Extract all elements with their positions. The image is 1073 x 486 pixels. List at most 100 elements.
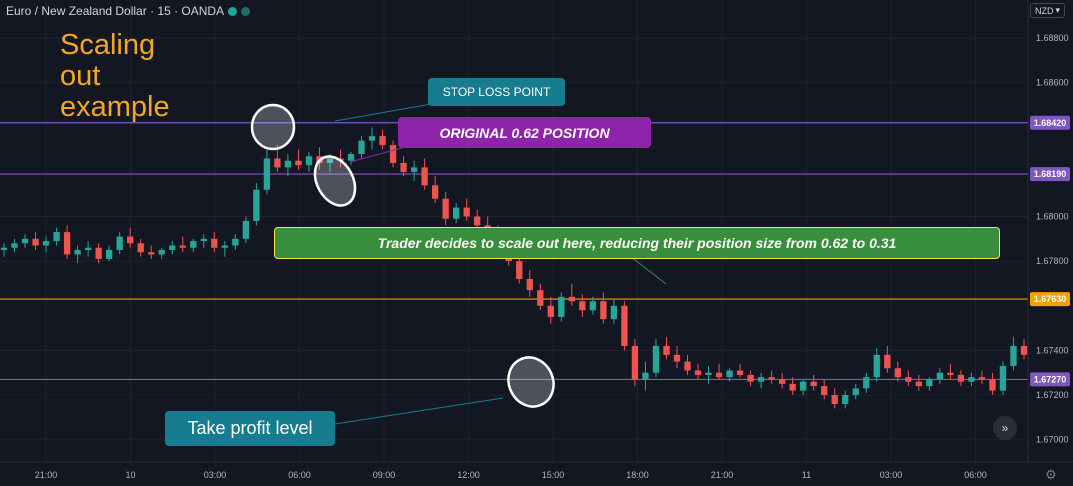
candle[interactable] bbox=[863, 372, 870, 393]
candle[interactable] bbox=[842, 390, 849, 409]
candle[interactable] bbox=[778, 372, 786, 389]
candle[interactable] bbox=[516, 254, 523, 284]
candle[interactable] bbox=[305, 151, 313, 172]
candle[interactable] bbox=[11, 238, 18, 253]
candle[interactable] bbox=[442, 191, 449, 226]
candle[interactable] bbox=[747, 370, 754, 387]
candle[interactable] bbox=[789, 377, 796, 396]
candle[interactable] bbox=[358, 136, 365, 159]
candle[interactable] bbox=[947, 363, 954, 380]
candle[interactable] bbox=[1020, 339, 1028, 360]
candle[interactable] bbox=[957, 370, 965, 387]
candle[interactable] bbox=[684, 354, 691, 375]
candle[interactable] bbox=[263, 149, 271, 195]
candle[interactable] bbox=[389, 140, 397, 168]
candle[interactable] bbox=[148, 245, 155, 259]
stop-loss-callout[interactable]: STOP LOSS POINT bbox=[428, 78, 565, 106]
candle[interactable] bbox=[978, 370, 986, 384]
candle[interactable] bbox=[116, 232, 123, 255]
candle[interactable] bbox=[32, 232, 39, 250]
candle[interactable] bbox=[600, 292, 607, 324]
candle[interactable] bbox=[106, 245, 113, 262]
candle-body bbox=[905, 377, 912, 382]
candle[interactable] bbox=[284, 154, 292, 177]
candle[interactable] bbox=[884, 345, 891, 373]
candle[interactable] bbox=[873, 348, 880, 382]
candle[interactable] bbox=[694, 363, 702, 380]
candle[interactable] bbox=[1010, 337, 1017, 371]
candle[interactable] bbox=[463, 198, 470, 221]
candle[interactable] bbox=[621, 301, 628, 351]
candle[interactable] bbox=[347, 151, 355, 166]
candle[interactable] bbox=[453, 203, 460, 224]
candle[interactable] bbox=[999, 361, 1007, 396]
candle[interactable] bbox=[589, 296, 597, 315]
candle[interactable] bbox=[137, 238, 144, 257]
candle[interactable] bbox=[190, 238, 197, 253]
candle[interactable] bbox=[936, 368, 944, 384]
candle[interactable] bbox=[63, 225, 71, 259]
candle[interactable] bbox=[21, 234, 29, 248]
candle[interactable] bbox=[652, 339, 660, 378]
candle[interactable] bbox=[421, 158, 428, 190]
candle[interactable] bbox=[989, 372, 996, 396]
candle[interactable] bbox=[53, 227, 60, 246]
candle[interactable] bbox=[400, 156, 407, 177]
candle[interactable] bbox=[295, 149, 302, 170]
candle[interactable] bbox=[631, 339, 639, 387]
trader-note-callout[interactable]: Trader decides to scale out here, reduci… bbox=[274, 227, 1000, 259]
candle[interactable] bbox=[410, 160, 418, 181]
candle[interactable] bbox=[179, 236, 186, 253]
candle[interactable] bbox=[831, 388, 838, 409]
candle[interactable] bbox=[800, 379, 807, 396]
candle[interactable] bbox=[663, 337, 670, 360]
candle[interactable] bbox=[42, 236, 50, 253]
candle[interactable] bbox=[852, 383, 859, 400]
candle[interactable] bbox=[200, 234, 207, 248]
candle[interactable] bbox=[579, 294, 586, 317]
candle[interactable] bbox=[905, 370, 912, 387]
candle[interactable] bbox=[232, 234, 239, 250]
candle[interactable] bbox=[242, 216, 250, 244]
candle[interactable] bbox=[894, 361, 901, 382]
candle[interactable] bbox=[253, 183, 260, 226]
candle[interactable] bbox=[221, 241, 228, 257]
candle[interactable] bbox=[673, 345, 681, 369]
candle[interactable] bbox=[547, 296, 554, 324]
candle[interactable] bbox=[558, 292, 565, 322]
candle[interactable] bbox=[810, 374, 817, 391]
currency-button[interactable]: NZD ▾ bbox=[1029, 3, 1065, 18]
candle[interactable] bbox=[474, 209, 481, 230]
candle[interactable] bbox=[158, 247, 165, 259]
candle[interactable] bbox=[537, 283, 544, 311]
original-position-callout[interactable]: ORIGINAL 0.62 POSITION bbox=[398, 117, 651, 148]
candle[interactable] bbox=[821, 379, 828, 400]
candle[interactable] bbox=[0, 243, 8, 257]
candle[interactable] bbox=[368, 127, 376, 150]
candle[interactable] bbox=[610, 299, 618, 324]
gear-icon[interactable]: ⚙ bbox=[1045, 467, 1057, 482]
candle[interactable] bbox=[926, 377, 933, 391]
candle[interactable] bbox=[568, 283, 575, 306]
candle[interactable] bbox=[169, 241, 176, 255]
candle[interactable] bbox=[84, 241, 92, 257]
candle[interactable] bbox=[74, 245, 81, 264]
candle[interactable] bbox=[736, 363, 744, 378]
candle[interactable] bbox=[915, 374, 922, 391]
candle[interactable] bbox=[379, 129, 386, 150]
candle[interactable] bbox=[757, 372, 765, 389]
take-profit-callout[interactable]: Take profit level bbox=[165, 411, 335, 446]
candle[interactable] bbox=[526, 270, 533, 297]
scroll-to-realtime-button[interactable]: » bbox=[993, 416, 1017, 440]
candle[interactable] bbox=[642, 361, 649, 391]
candle[interactable] bbox=[431, 176, 439, 204]
candle[interactable] bbox=[95, 243, 102, 264]
candle[interactable] bbox=[726, 368, 733, 382]
candle[interactable] bbox=[768, 370, 775, 384]
candle[interactable] bbox=[705, 366, 712, 384]
symbol-title[interactable]: Euro / New Zealand Dollar · 15 · OANDA bbox=[6, 4, 225, 18]
candle[interactable] bbox=[968, 372, 975, 387]
candle[interactable] bbox=[715, 363, 723, 380]
candle[interactable] bbox=[127, 227, 134, 248]
candle[interactable] bbox=[211, 232, 218, 253]
